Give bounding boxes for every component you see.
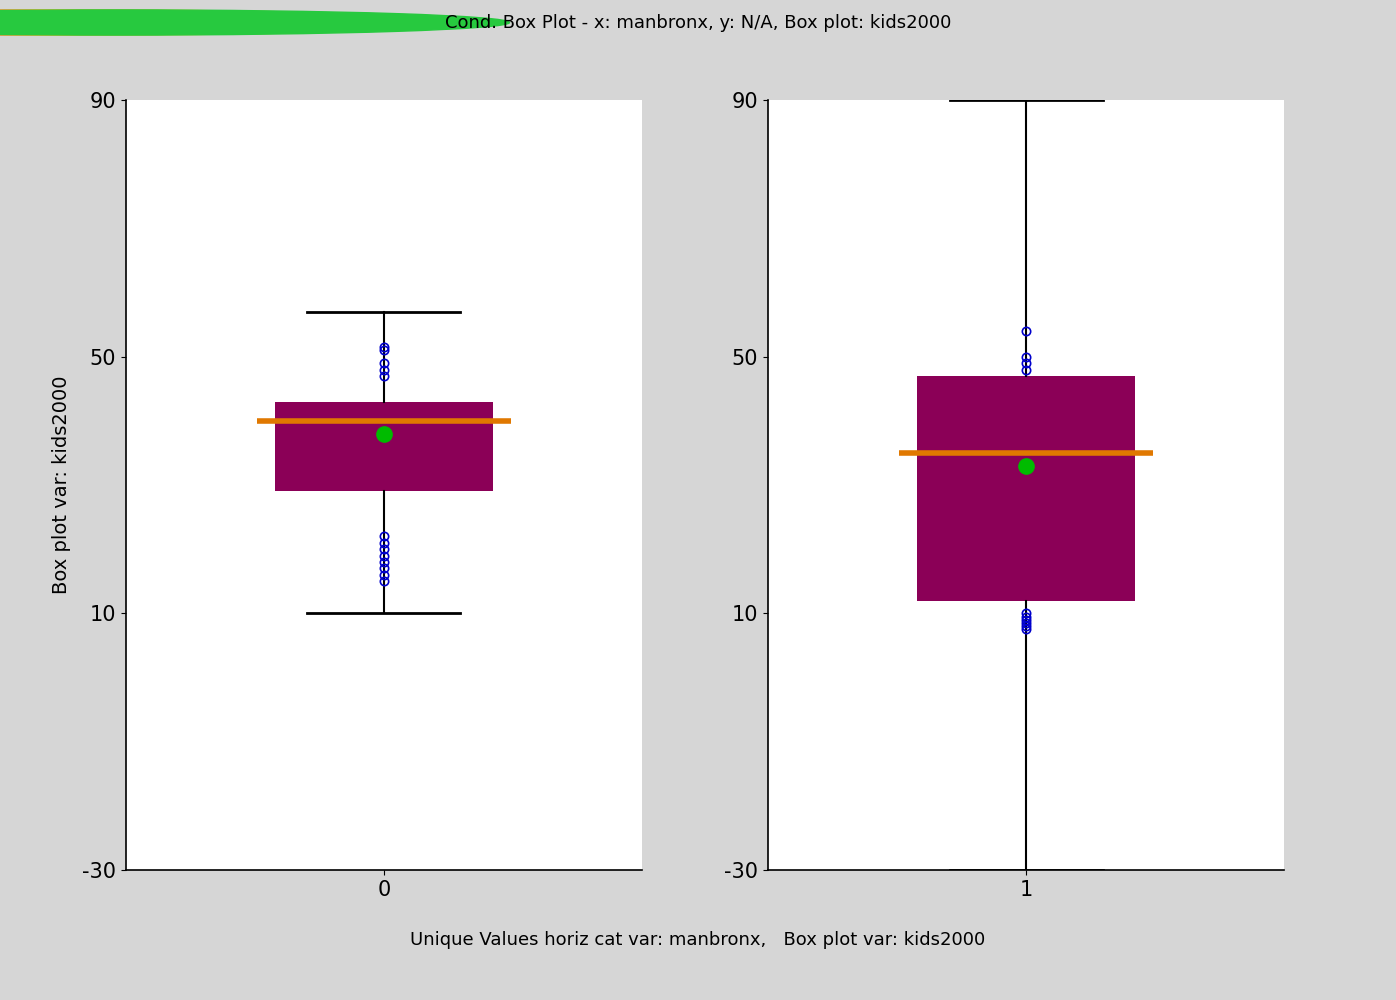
Circle shape bbox=[0, 10, 510, 35]
Text: Cond. Box Plot - x: manbronx, y: N/A, Box plot: kids2000: Cond. Box Plot - x: manbronx, y: N/A, Bo… bbox=[445, 13, 951, 31]
Circle shape bbox=[0, 10, 468, 35]
Circle shape bbox=[0, 10, 426, 35]
Bar bbox=[275, 402, 493, 491]
Y-axis label: Box plot var: kids2000: Box plot var: kids2000 bbox=[52, 376, 71, 594]
Bar bbox=[917, 376, 1135, 600]
Text: Unique Values horiz cat var: manbronx,   Box plot var: kids2000: Unique Values horiz cat var: manbronx, B… bbox=[410, 931, 986, 949]
